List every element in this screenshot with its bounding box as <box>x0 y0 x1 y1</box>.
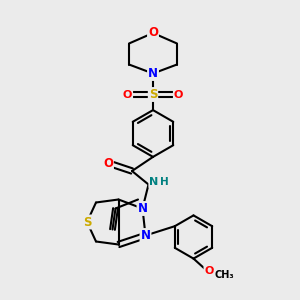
Text: O: O <box>204 266 214 277</box>
Text: S: S <box>83 215 91 229</box>
Text: O: O <box>103 157 113 170</box>
Text: N: N <box>140 229 151 242</box>
Text: O: O <box>123 89 132 100</box>
Text: H: H <box>160 177 169 187</box>
Text: S: S <box>149 88 157 101</box>
Text: N: N <box>137 202 148 215</box>
Text: CH₃: CH₃ <box>214 270 234 280</box>
Text: N: N <box>149 177 158 187</box>
Text: N: N <box>148 67 158 80</box>
Text: O: O <box>148 26 158 40</box>
Text: O: O <box>174 89 183 100</box>
